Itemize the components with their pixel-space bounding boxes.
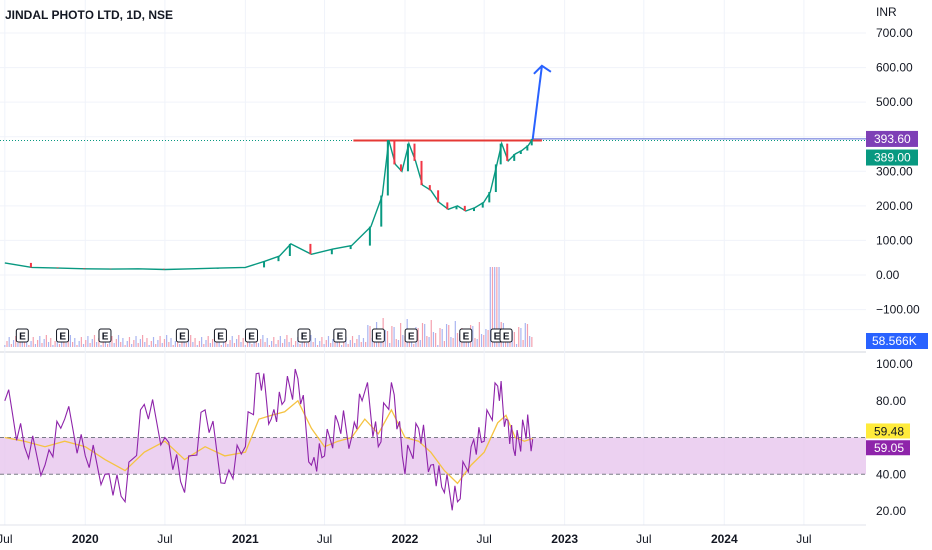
- rsi-tick-label: 80.00: [876, 394, 906, 408]
- currency-label: INR: [876, 5, 897, 19]
- earnings-marker-label: E: [494, 332, 501, 343]
- time-tick-label: 2020: [72, 532, 99, 546]
- time-tick-label: Jul: [477, 532, 492, 546]
- price-pane: [0, 64, 866, 271]
- target-arrow-head: [533, 64, 552, 75]
- rsi-tick-label: 20.00: [876, 504, 906, 518]
- earnings-marker-label: E: [375, 332, 382, 343]
- price-tick-label: 300.00: [876, 164, 913, 178]
- earnings-marker: [371, 328, 385, 343]
- earnings-marker-label: E: [19, 332, 26, 343]
- target-arrow: [531, 65, 543, 140]
- earnings-marker-label: E: [248, 332, 255, 343]
- volume-value: 58.566K: [872, 334, 917, 348]
- time-tick-label: 2024: [711, 532, 738, 546]
- time-tick-label: Jul: [317, 532, 332, 546]
- earnings-marker-label: E: [59, 332, 66, 343]
- earnings-marker: [297, 328, 311, 343]
- rsi-pane: [0, 368, 866, 511]
- last-price-tag: [866, 130, 918, 147]
- time-tick-label: Jul: [796, 532, 811, 546]
- last-price-value: 393.60: [874, 132, 911, 146]
- time-tick-label: 2022: [392, 532, 419, 546]
- earnings-marker-label: E: [337, 332, 344, 343]
- rsi-value: 59.05: [874, 441, 904, 455]
- earnings-marker: [244, 328, 258, 343]
- time-tick-label: 2023: [551, 532, 578, 546]
- earnings-marker-label: E: [301, 332, 308, 343]
- price-tick-label: −100.00: [876, 303, 920, 317]
- rsi-line: [4, 368, 534, 511]
- time-tick-label: Jul: [636, 532, 651, 546]
- price-tick-label: 500.00: [876, 95, 913, 109]
- prev-level-tag: [866, 149, 918, 166]
- earnings-marker-label: E: [102, 332, 109, 343]
- earnings-marker-label: E: [463, 332, 470, 343]
- volume-tag: [866, 333, 928, 349]
- chart-title: JINDAL PHOTO LTD, 1D, NSE: [5, 8, 174, 22]
- price-tick-label: 100.00: [876, 233, 913, 247]
- earnings-marker: [56, 328, 70, 343]
- price-tick-label: 200.00: [876, 199, 913, 213]
- rsi-signal-value: 59.48: [874, 424, 904, 438]
- earnings-marker-label: E: [179, 332, 186, 343]
- earnings-marker: [404, 328, 418, 343]
- earnings-marker: [333, 328, 347, 343]
- rsi-tick-label: 100.00: [876, 357, 913, 371]
- price-tick-label: 600.00: [876, 61, 913, 75]
- earnings-marker-label: E: [408, 332, 415, 343]
- time-tick-label: 2021: [232, 532, 259, 546]
- rsi-tag: [866, 440, 910, 456]
- earnings-marker: [175, 328, 189, 343]
- earnings-marker: [15, 328, 29, 343]
- time-tick-label: Jul: [157, 532, 172, 546]
- axes: 700.00600.00500.00400.00300.00200.00100.…: [0, 5, 928, 546]
- earnings-marker-label: E: [217, 332, 224, 343]
- earnings-marker: [459, 328, 473, 343]
- earnings-marker-label: E: [503, 332, 510, 343]
- price-tick-label: 0.00: [876, 268, 900, 282]
- rsi-tick-label: 40.00: [876, 467, 906, 481]
- price-line: [4, 138, 534, 271]
- earnings-marker: [499, 328, 513, 343]
- earnings-marker: [213, 328, 227, 343]
- earnings-marker: [98, 328, 112, 343]
- time-tick-label: Jul: [0, 532, 12, 546]
- price-tick-label: 700.00: [876, 26, 913, 40]
- prev-level-value: 389.00: [874, 151, 911, 165]
- rsi-signal-tag: [866, 423, 910, 439]
- rsi-signal-line: [4, 399, 533, 485]
